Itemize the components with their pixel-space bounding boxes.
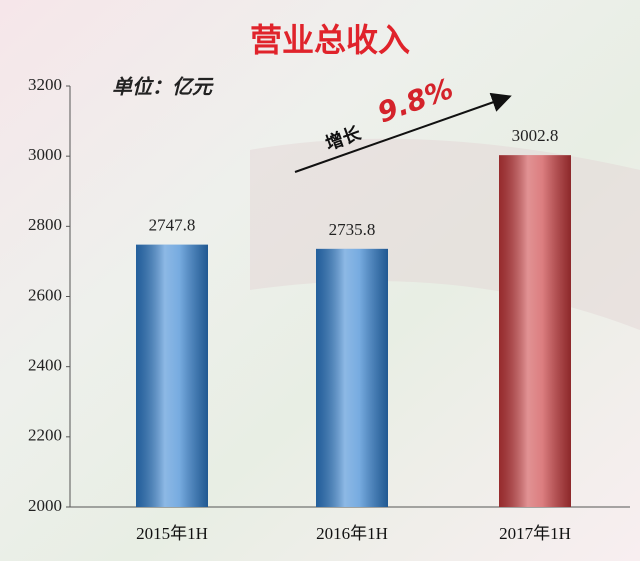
bar — [499, 155, 571, 507]
y-tick-label: 3000 — [28, 145, 62, 164]
y-tick-label: 2200 — [28, 426, 62, 445]
x-tick-label: 2016年1H — [316, 524, 388, 543]
x-tick-label: 2017年1H — [499, 524, 571, 543]
value-label: 3002.8 — [512, 126, 559, 145]
y-tick-label: 2400 — [28, 356, 62, 375]
growth-arrow — [294, 92, 512, 173]
bar — [136, 244, 208, 507]
y-tick-label: 2600 — [28, 285, 62, 304]
x-tick-label: 2015年1H — [136, 524, 208, 543]
y-tick-label: 2000 — [28, 496, 62, 515]
value-label: 2747.8 — [149, 216, 196, 235]
bar — [316, 248, 388, 508]
y-tick-label: 2800 — [28, 215, 62, 234]
chart-title: 营业总收入 — [250, 21, 410, 59]
y-tick-label: 3200 — [28, 75, 62, 94]
unit-note: 单位：亿元 — [112, 75, 214, 99]
value-label: 2735.8 — [329, 220, 376, 239]
